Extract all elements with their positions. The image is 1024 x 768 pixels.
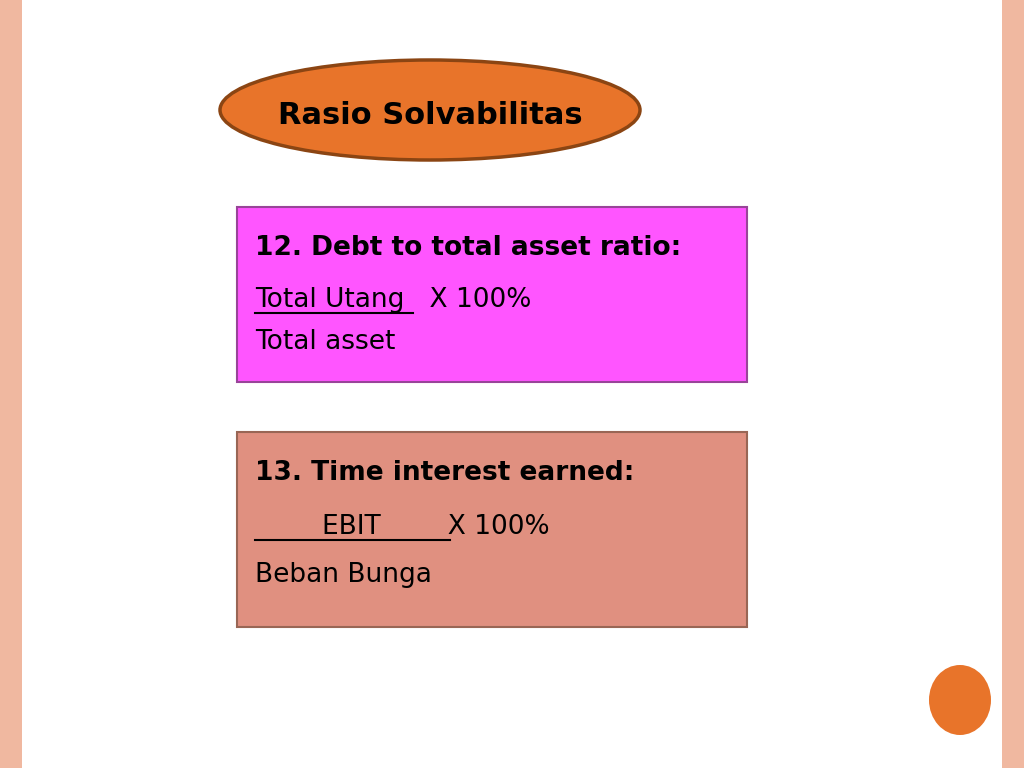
FancyBboxPatch shape: [237, 432, 746, 627]
Text: Rasio Solvabilitas: Rasio Solvabilitas: [278, 101, 583, 130]
Text: 13. Time interest earned:: 13. Time interest earned:: [255, 460, 635, 486]
Bar: [1002, 0, 1024, 768]
Text: 12. Debt to total asset ratio:: 12. Debt to total asset ratio:: [255, 235, 681, 261]
Bar: [0, 0, 22, 768]
Text: EBIT        X 100%: EBIT X 100%: [255, 514, 550, 540]
Text: Beban Bunga: Beban Bunga: [255, 562, 432, 588]
Ellipse shape: [220, 60, 640, 160]
Text: Total Utang   X 100%: Total Utang X 100%: [255, 287, 531, 313]
Ellipse shape: [929, 665, 991, 735]
FancyBboxPatch shape: [237, 207, 746, 382]
Text: Total asset: Total asset: [255, 329, 395, 355]
